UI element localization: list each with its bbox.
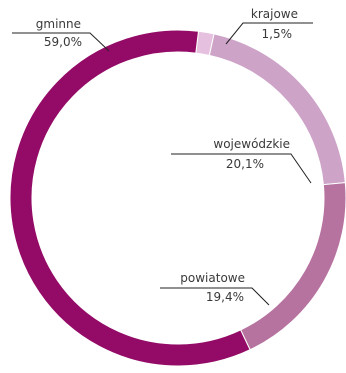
value-label-powiatowe: 19,4% bbox=[206, 290, 244, 304]
slice-powiatowe bbox=[239, 182, 346, 351]
leader-line-krajowe bbox=[225, 22, 313, 45]
slice-gminne bbox=[9, 29, 251, 367]
value-label-krajowe: 1,5% bbox=[262, 27, 293, 41]
value-label-gminne: 59,0% bbox=[44, 35, 82, 49]
value-label-wojewódzkie: 20,1% bbox=[226, 157, 264, 171]
leader-line-gminne bbox=[12, 32, 110, 52]
label-wojewódzkie: wojewódzkie bbox=[213, 137, 290, 151]
label-gminne: gminne bbox=[36, 17, 81, 31]
label-krajowe: krajowe bbox=[251, 7, 298, 21]
leader-line-wojewódzkie bbox=[171, 153, 312, 184]
label-powiatowe: powiatowe bbox=[180, 271, 245, 285]
leader-line-powiatowe bbox=[160, 287, 270, 306]
